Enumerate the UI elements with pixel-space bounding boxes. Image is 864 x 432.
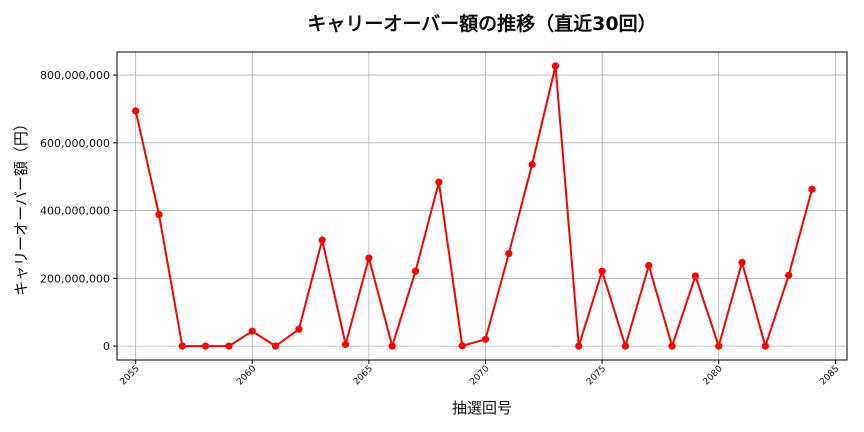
x-tick-label: 2070 bbox=[468, 364, 491, 387]
x-axis-label: 抽選回号 bbox=[452, 399, 512, 417]
y-tick-label: 0 bbox=[103, 340, 110, 353]
data-point-marker bbox=[225, 342, 233, 350]
data-point-marker bbox=[388, 342, 396, 350]
y-tick-label: 600,000,000 bbox=[40, 137, 110, 150]
data-point-marker bbox=[528, 160, 536, 169]
x-tick-label: 2075 bbox=[585, 364, 608, 387]
data-point-marker bbox=[481, 335, 490, 343]
data-point-marker bbox=[785, 271, 793, 279]
data-point-marker bbox=[621, 342, 630, 350]
data-point-marker bbox=[505, 250, 513, 258]
data-point-marker bbox=[295, 325, 303, 333]
data-point-marker bbox=[132, 107, 140, 115]
data-point-marker bbox=[248, 327, 256, 335]
x-tick-label: 2080 bbox=[702, 364, 725, 387]
y-axis-label: キャリーオーバー額（円） bbox=[12, 116, 30, 296]
data-point-marker bbox=[155, 211, 163, 219]
y-axis-ticks: 0 200,000,000 400,000,000 600,000,000 800,00… bbox=[40, 69, 117, 353]
data-point-marker bbox=[715, 342, 723, 350]
data-point-marker bbox=[202, 342, 210, 350]
y-tick-label: 800,000,000 bbox=[40, 69, 110, 82]
data-point-marker bbox=[691, 272, 700, 280]
x-axis-ticks: 2055 2060 2065 2070 2075 2080 2085 bbox=[119, 360, 841, 387]
data-point-marker bbox=[341, 340, 350, 349]
data-point-marker bbox=[411, 267, 420, 275]
data-point-marker bbox=[598, 267, 606, 275]
data-point-marker bbox=[645, 261, 653, 270]
data-point-marker bbox=[178, 342, 186, 350]
data-point-marker bbox=[458, 342, 466, 350]
data-point-marker bbox=[435, 178, 443, 186]
data-point-marker bbox=[365, 254, 373, 262]
data-point-marker bbox=[738, 258, 746, 267]
data-point-marker bbox=[318, 236, 326, 244]
y-tick-label: 400,000,000 bbox=[40, 205, 110, 218]
y-tick-label: 200,000,000 bbox=[40, 272, 110, 285]
x-tick-label: 2065 bbox=[352, 364, 375, 387]
data-point-marker bbox=[668, 342, 676, 350]
chart-title: キャリーオーバー額の推移（直近30回） bbox=[307, 13, 657, 35]
x-tick-label: 2085 bbox=[818, 364, 841, 387]
series-line bbox=[134, 64, 813, 348]
x-tick-label: 2060 bbox=[235, 364, 258, 387]
data-point-marker bbox=[575, 342, 583, 350]
x-tick-label: 2055 bbox=[119, 364, 142, 387]
data-point-marker bbox=[551, 62, 560, 70]
data-point-marker bbox=[271, 342, 280, 350]
grid-lines bbox=[117, 52, 847, 360]
plot-frame bbox=[116, 51, 848, 361]
data-point-marker bbox=[761, 342, 769, 350]
data-series bbox=[132, 62, 816, 350]
data-point-marker bbox=[808, 185, 816, 193]
